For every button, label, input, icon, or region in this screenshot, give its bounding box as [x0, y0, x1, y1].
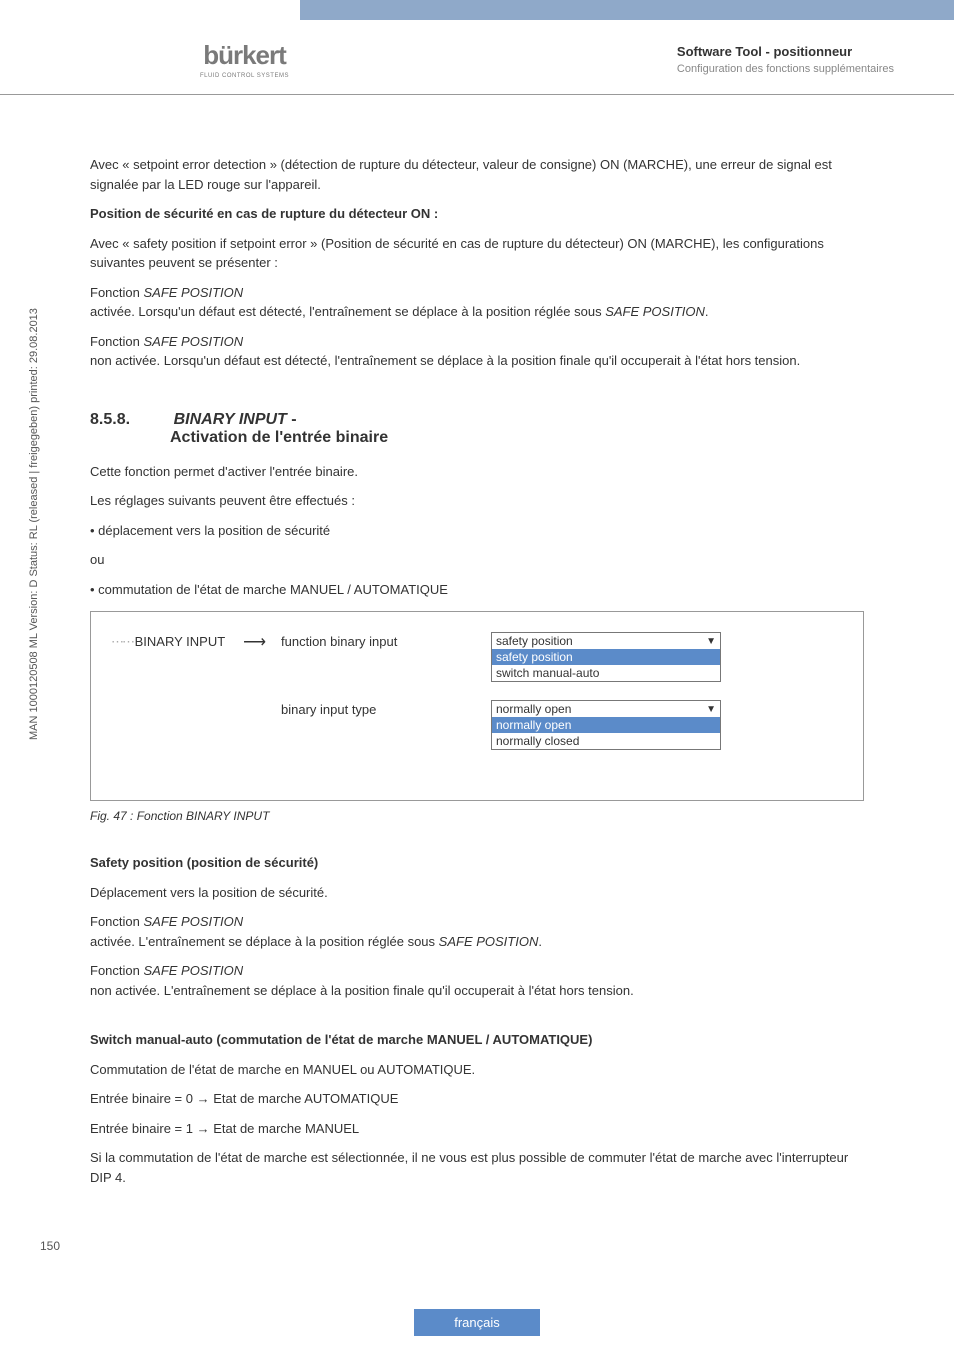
intro-heading-safety-on: Position de sécurité en cas de rupture d… [90, 204, 864, 224]
safe-position-label: SAFE POSITION [605, 304, 705, 319]
field-label-1: function binary input [281, 632, 491, 649]
language-label: français [414, 1309, 540, 1336]
chevron-down-icon: ▼ [706, 636, 716, 647]
logo: bürkert FLUID CONTROL SYSTEMS [200, 40, 289, 79]
select-value: safety position [496, 634, 573, 648]
tree-node-label: BINARY INPUT [111, 634, 225, 650]
section-number: 8.5.8. [90, 411, 170, 429]
select-header: normally open ▼ [492, 701, 720, 717]
doc-title: Software Tool - positionneur [677, 44, 894, 59]
safe-position-label: SAFE POSITION [143, 914, 243, 929]
safety-active: Fonction SAFE POSITION activée. L'entraî… [90, 912, 864, 951]
section-p1: Cette fonction permet d'activer l'entrée… [90, 462, 864, 482]
text: Fonction [90, 285, 143, 300]
section-heading: 8.5.8. BINARY INPUT - Activation de l'en… [90, 411, 864, 447]
page-content: Avec « setpoint error detection » (détec… [0, 95, 954, 1227]
text: . [538, 934, 542, 949]
figure-box: BINARY INPUT ⟶ function binary input saf… [90, 611, 864, 801]
binary-input-type-select[interactable]: normally open ▼ normally open normally c… [491, 700, 721, 750]
footer: français [0, 1297, 954, 1348]
page-number: 150 [40, 1239, 60, 1253]
logo-subtext: FLUID CONTROL SYSTEMS [200, 73, 289, 79]
intro-p3: Avec « safety position if setpoint error… [90, 234, 864, 273]
section-p2: Les réglages suivants peuvent être effec… [90, 491, 864, 511]
text: Fonction [90, 914, 143, 929]
chevron-down-icon: ▼ [706, 704, 716, 715]
intro-safe-inactive: Fonction SAFE POSITION non activée. Lors… [90, 332, 864, 371]
doc-subtitle: Configuration des fonctions supplémentai… [677, 63, 894, 75]
safety-heading: Safety position (position de sécurité) [90, 853, 864, 873]
select-option-normally-open[interactable]: normally open [492, 717, 720, 733]
text: Fonction [90, 963, 143, 978]
switch-p2: Entrée binaire = 0 → Etat de marche AUTO… [90, 1089, 864, 1109]
select-option-safety[interactable]: safety position [492, 649, 720, 665]
section-title-key: BINARY INPUT [174, 411, 287, 428]
logo-text: bürkert [203, 40, 286, 71]
safety-inactive: Fonction SAFE POSITION non activée. L'en… [90, 961, 864, 1000]
figure-row-1: BINARY INPUT ⟶ function binary input saf… [111, 632, 843, 682]
function-binary-input-select[interactable]: safety position ▼ safety position switch… [491, 632, 721, 682]
safe-position-label: SAFE POSITION [143, 963, 243, 978]
select-value: normally open [496, 702, 571, 716]
text: activée. Lorsqu'un défaut est détecté, l… [90, 304, 605, 319]
text: activée. L'entraînement se déplace à la … [90, 934, 439, 949]
text: . [705, 304, 709, 319]
select-option-switch[interactable]: switch manual-auto [492, 665, 720, 681]
side-metadata: MAN 1000120508 ML Version: D Status: RL … [28, 308, 40, 740]
field-label-2: binary input type [281, 700, 491, 717]
switch-heading: Switch manual-auto (commutation de l'éta… [90, 1030, 864, 1050]
switch-p1: Commutation de l'état de marche en MANUE… [90, 1060, 864, 1080]
section-bullet-1: • déplacement vers la position de sécuri… [90, 521, 864, 541]
intro-p1: Avec « setpoint error detection » (détec… [90, 155, 864, 194]
safe-position-label: SAFE POSITION [439, 934, 539, 949]
intro-safe-active: Fonction SAFE POSITION activée. Lorsqu'u… [90, 283, 864, 322]
tree-col: BINARY INPUT ⟶ [111, 632, 281, 652]
text: Fonction [90, 334, 143, 349]
text: non activée. Lorsqu'un défaut est détect… [90, 353, 800, 368]
select-option-normally-closed[interactable]: normally closed [492, 733, 720, 749]
figure-caption: Fig. 47 : Fonction BINARY INPUT [90, 809, 864, 823]
safe-position-label: SAFE POSITION [143, 285, 243, 300]
switch-p4: Si la commutation de l'état de marche es… [90, 1148, 864, 1187]
header-right: Software Tool - positionneur Configurati… [677, 44, 894, 75]
arrow-icon: ⟶ [243, 632, 266, 652]
safety-p1: Déplacement vers la position de sécurité… [90, 883, 864, 903]
select-header: safety position ▼ [492, 633, 720, 649]
section-bullet-2: • commutation de l'état de marche MANUEL… [90, 580, 864, 600]
switch-p3: Entrée binaire = 1 → Etat de marche MANU… [90, 1119, 864, 1139]
select-col-1: safety position ▼ safety position switch… [491, 632, 843, 682]
text: non activée. L'entraînement se déplace à… [90, 983, 634, 998]
safe-position-label: SAFE POSITION [143, 334, 243, 349]
section-ou: ou [90, 550, 864, 570]
top-accent-bar [300, 0, 954, 20]
select-col-2: normally open ▼ normally open normally c… [491, 700, 843, 750]
figure-row-2: binary input type normally open ▼ normal… [111, 700, 843, 750]
section-title-sep: - [287, 411, 297, 428]
section-title-desc: Activation de l'entrée binaire [170, 429, 388, 446]
